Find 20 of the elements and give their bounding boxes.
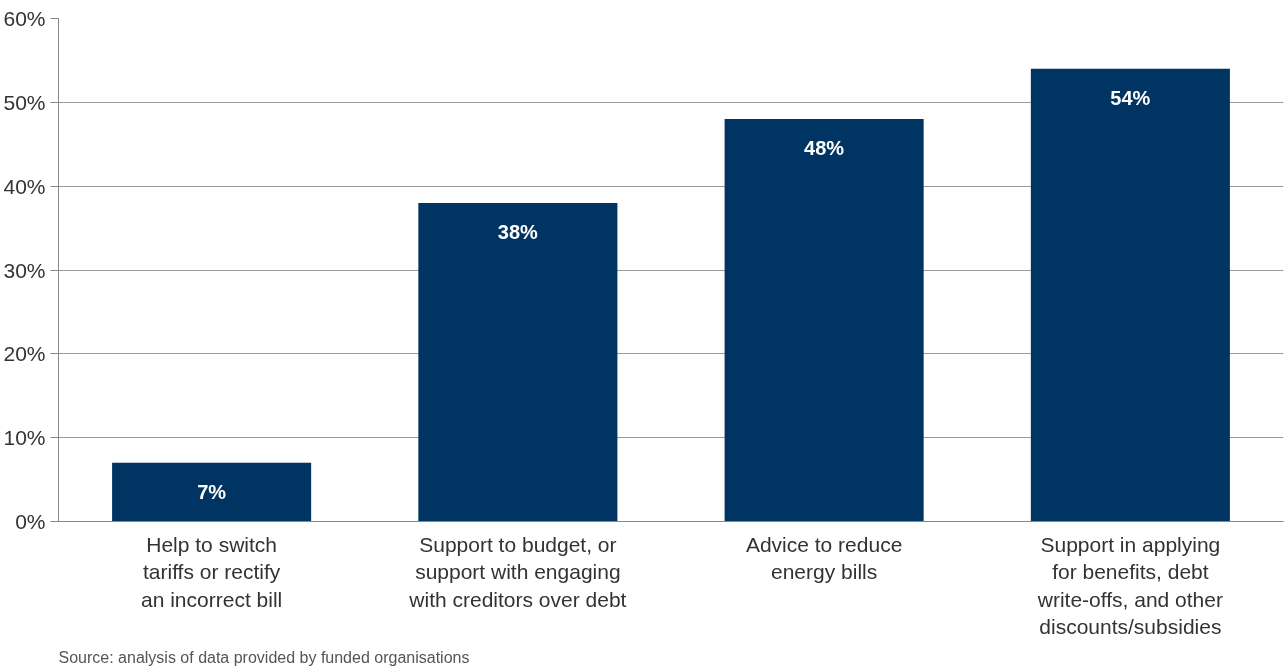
bar [1030, 68, 1230, 522]
x-tick-label: Support in applying for benefits, debt write-offs, and other discounts/subsidies [1036, 532, 1223, 639]
y-tick-label: 10% [3, 426, 46, 450]
bar [724, 119, 924, 522]
y-tick-label: 0% [15, 510, 46, 533]
source-note: Source: analysis of data provided by funded organisations [58, 648, 470, 666]
x-tick-label: Help to switch tariffs or rectify an incorrect bill [141, 532, 283, 611]
x-tick-label: Support to budget, or support with engaging with creditors over debt [408, 532, 627, 611]
y-tick-label: 20% [3, 342, 46, 366]
bar [112, 462, 312, 522]
bar [418, 202, 618, 522]
x-tick-label: Advice to reduce energy bills [745, 532, 903, 584]
y-tick-label: 40% [3, 174, 46, 198]
data-label: 54% [1110, 86, 1151, 109]
y-tick-label: 50% [3, 90, 46, 114]
data-label: 7% [197, 480, 227, 503]
y-tick-label: 60% [3, 7, 46, 30]
data-label: 48% [804, 137, 845, 160]
data-label: 38% [497, 220, 539, 243]
y-tick-label: 30% [3, 258, 46, 282]
